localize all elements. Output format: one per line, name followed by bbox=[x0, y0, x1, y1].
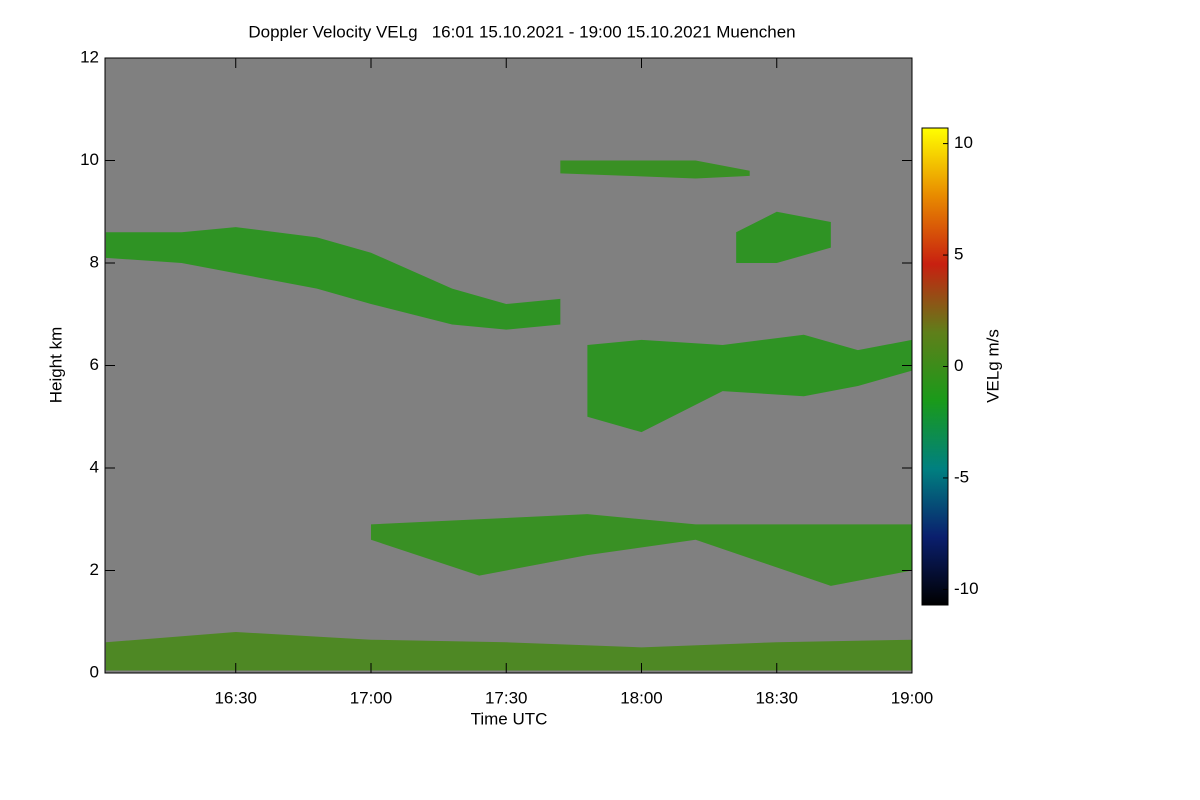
x-tick-label: 18:00 bbox=[620, 688, 663, 707]
cloud-layer bbox=[736, 211, 831, 263]
colorbar-tick-label: -10 bbox=[954, 579, 979, 598]
colorbar-tick-label: 5 bbox=[954, 245, 963, 264]
x-axis-label: Time UTC bbox=[471, 709, 548, 728]
x-tick-label: 17:00 bbox=[350, 688, 393, 707]
x-tick-label: 19:00 bbox=[891, 688, 934, 707]
y-axis-label: Height km bbox=[46, 327, 65, 404]
colorbar-tick-label: -5 bbox=[954, 467, 969, 486]
plot-area bbox=[105, 58, 912, 673]
y-tick-label: 8 bbox=[90, 252, 99, 271]
cloud-area bbox=[105, 632, 912, 671]
colorbar-tick-label: 0 bbox=[954, 356, 963, 375]
cloud-area bbox=[587, 334, 912, 433]
cloud-area bbox=[105, 227, 561, 330]
cloud-area bbox=[736, 211, 831, 263]
x-tick-label: 18:30 bbox=[755, 688, 798, 707]
colorbar-tick-label: 10 bbox=[954, 133, 973, 152]
y-tick-label: 10 bbox=[80, 150, 99, 169]
cloud-layer bbox=[587, 334, 912, 433]
x-tick-label: 17:30 bbox=[485, 688, 528, 707]
cloud-layer bbox=[105, 632, 912, 671]
cloud-area bbox=[560, 160, 750, 179]
cloud-layer bbox=[105, 227, 561, 330]
cloud-layer bbox=[370, 514, 912, 586]
y-tick-label: 12 bbox=[80, 47, 99, 66]
y-tick-label: 0 bbox=[90, 662, 99, 681]
colorbar-label: VELg m/s bbox=[983, 329, 1002, 403]
cloud-area bbox=[370, 514, 912, 586]
y-tick-label: 6 bbox=[90, 355, 99, 374]
y-tick-label: 4 bbox=[90, 457, 99, 476]
chart-title: Doppler Velocity VELg 16:01 15.10.2021 -… bbox=[248, 22, 795, 41]
cloud-layer bbox=[560, 160, 750, 179]
y-tick-label: 2 bbox=[90, 560, 99, 579]
x-tick-label: 16:30 bbox=[214, 688, 257, 707]
